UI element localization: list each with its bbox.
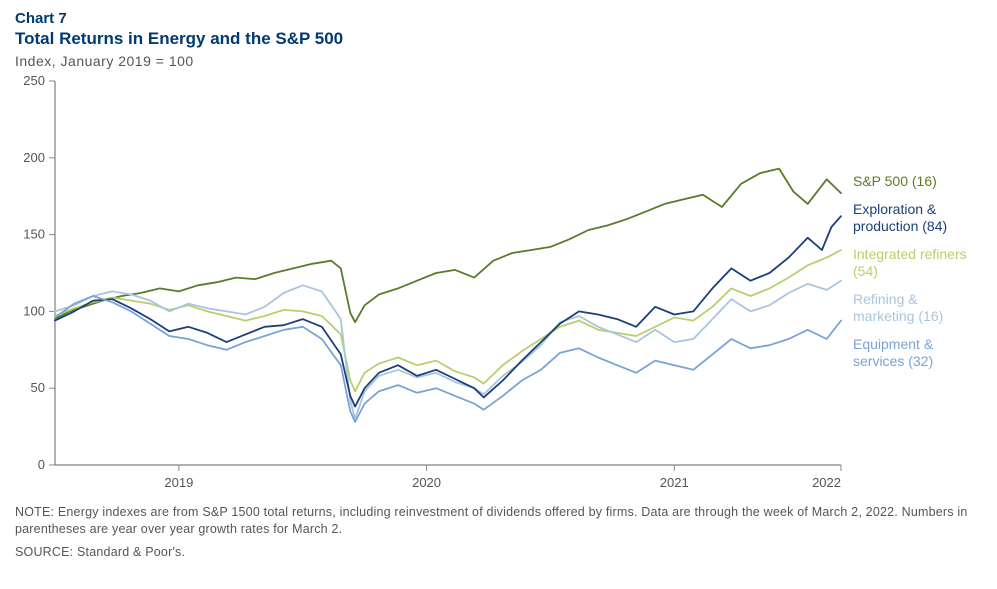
legend-item-equipment: Equipment & services (32)	[853, 336, 982, 371]
legend-item-sp500: S&P 500 (16)	[853, 173, 982, 191]
chart-container: 0 50 100 150 200 250 2019 2020 2021 2022 S&P 500 …	[15, 73, 982, 498]
line-chart-svg: 0 50 100 150 200 250 2019 2020 2021 2022	[15, 73, 845, 493]
chart-source: SOURCE: Standard & Poor's.	[15, 544, 982, 561]
series-refining	[55, 281, 841, 419]
chart-note: NOTE: Energy indexes are from S&P 1500 t…	[15, 504, 982, 538]
svg-text:2019: 2019	[164, 475, 193, 490]
svg-text:0: 0	[38, 457, 45, 472]
legend-item-integrated: Integrated refiners (54)	[853, 246, 982, 281]
svg-text:2020: 2020	[412, 475, 441, 490]
series-sp500	[55, 169, 841, 323]
svg-text:200: 200	[23, 150, 45, 165]
plot-area: 0 50 100 150 200 250 2019 2020 2021 2022	[15, 73, 845, 498]
legend-item-refining: Refining & marketing (16)	[853, 291, 982, 326]
chart-number: Chart 7	[15, 10, 982, 27]
legend-item-exploration: Exploration & production (84)	[853, 201, 982, 236]
svg-text:100: 100	[23, 303, 45, 318]
legend: S&P 500 (16) Exploration & production (84…	[845, 73, 982, 498]
series-equipment	[55, 296, 841, 422]
svg-text:50: 50	[31, 380, 45, 395]
chart-subtitle: Index, January 2019 = 100	[15, 53, 982, 69]
svg-text:150: 150	[23, 227, 45, 242]
svg-text:2022: 2022	[812, 475, 841, 490]
svg-text:2021: 2021	[660, 475, 689, 490]
svg-text:250: 250	[23, 73, 45, 88]
chart-title: Total Returns in Energy and the S&P 500	[15, 29, 982, 49]
